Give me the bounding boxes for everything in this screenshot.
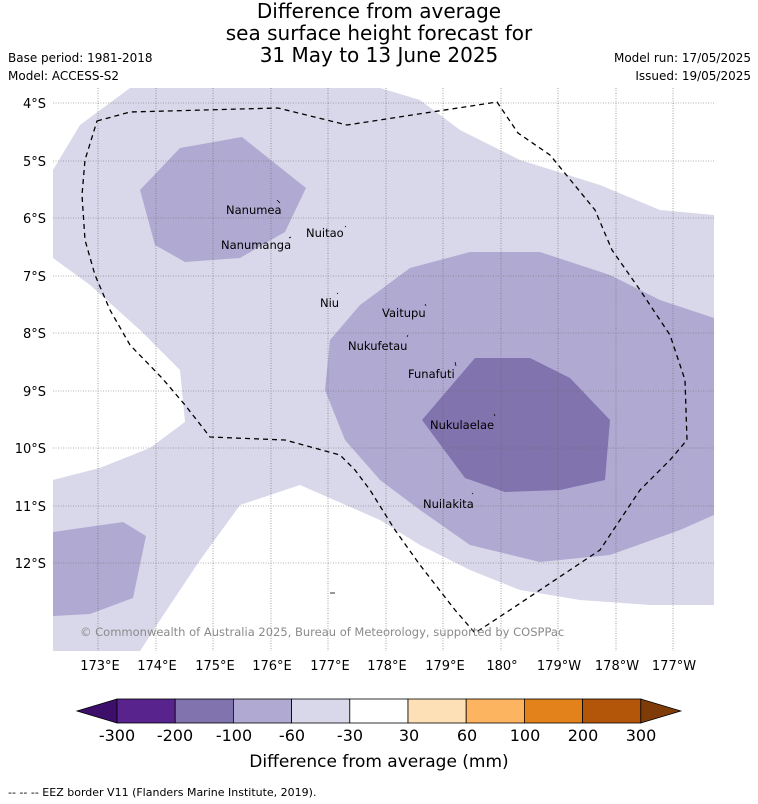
lon-label: 175°E (195, 659, 235, 674)
place-label-nanumanga: Nanumanga (221, 238, 291, 252)
title-line-3: 31 May to 13 June 2025 (259, 43, 499, 67)
model-run: Model run: 17/05/2025 (613, 51, 751, 65)
lat-label: 6°S (23, 212, 46, 227)
lat-label: 12°S (15, 557, 46, 572)
lat-label: 11°S (15, 500, 46, 515)
colorbar-extend-high (640, 698, 683, 724)
colorbar-tick: -300 (99, 726, 135, 745)
lon-label: 179°W (537, 659, 581, 674)
title-line-2: sea surface height forecast for (225, 21, 533, 45)
colorbar-tick: -100 (216, 726, 252, 745)
colorbar-tick: -60 (279, 726, 305, 745)
lon-label: 177°W (652, 659, 696, 674)
colorbar-swatch (349, 698, 409, 724)
band-medium-north (140, 137, 306, 262)
place-label-nuitao: Nuitao (306, 226, 344, 240)
lat-label: 5°S (23, 155, 46, 170)
colorbar-swatch (407, 698, 467, 724)
lon-label: 173°E (80, 659, 120, 674)
colorbar-swatch (465, 698, 525, 724)
copyright-notice: © Commonwealth of Australia 2025, Bureau… (80, 625, 564, 639)
colorbar-ticks: -300 -200 -100 -60 -30 30 60 100 200 300 (99, 726, 656, 745)
issued-date: Issued: 19/05/2025 (635, 69, 751, 83)
colorbar-swatches (75, 698, 683, 724)
place-label-nukulaelae: Nukulaelae (430, 418, 494, 432)
band-dark-central (422, 358, 610, 492)
map-title: Difference from average sea surface heig… (0, 0, 758, 66)
colorbar-swatch (291, 698, 351, 724)
island-markers (276, 199, 496, 594)
colorbar-swatch (582, 698, 642, 724)
colorbar: -300 -200 -100 -60 -30 30 60 100 200 300… (75, 698, 683, 772)
lat-label: 10°S (15, 442, 46, 457)
colorbar-tick: -30 (337, 726, 363, 745)
colorbar-swatch (116, 698, 176, 724)
title-line-1: Difference from average (256, 0, 502, 23)
lat-label: 9°S (23, 385, 46, 400)
meta-right: Model run: 17/05/2025 Issued: 19/05/2025 (614, 49, 751, 85)
colorbar-tick: 200 (568, 726, 599, 745)
colorbar-tick: 30 (399, 726, 419, 745)
lon-label: 178°W (595, 659, 639, 674)
colorbar-tick: 60 (457, 726, 477, 745)
lon-label: 180° (486, 659, 517, 674)
base-period: Base period: 1981-2018 (8, 51, 153, 65)
colorbar-label: Difference from average (mm) (249, 752, 508, 772)
lat-label: 4°S (23, 97, 46, 112)
place-label-nanumea: Nanumea (226, 203, 282, 217)
lat-label: 7°S (23, 270, 46, 285)
band-medium-southwest (53, 522, 146, 616)
lon-label: 178°E (367, 659, 407, 674)
lat-label: 8°S (23, 327, 46, 342)
place-label-nuilakita: Nuilakita (423, 497, 474, 511)
colorbar-tick: -200 (157, 726, 193, 745)
eez-legend-footnote: -- -- -- EEZ border V11 (Flanders Marine… (8, 786, 317, 799)
latitude-labels: 4°S 5°S 6°S 7°S 8°S 9°S 10°S 11°S 12°S (15, 97, 46, 572)
place-label-vaitupu: Vaitupu (382, 306, 426, 320)
meta-left: Base period: 1981-2018 Model: ACCESS-S2 (8, 49, 153, 85)
place-label-funafuti: Funafuti (408, 367, 455, 381)
colorbar-extend-low (75, 698, 118, 724)
colorbar-tick: 300 (626, 726, 657, 745)
place-label-niu: Niu (320, 296, 339, 310)
model-name: Model: ACCESS-S2 (8, 69, 120, 83)
colorbar-tick: 100 (510, 726, 541, 745)
place-label-nukufetau: Nukufetau (348, 339, 407, 353)
colorbar-swatch (524, 698, 584, 724)
colorbar-swatch (232, 698, 292, 724)
lon-label: 179°E (425, 659, 465, 674)
contour-fills (53, 88, 714, 651)
latitude-gridlines (53, 102, 714, 564)
lon-label: 177°E (310, 659, 350, 674)
lon-label: 174°E (137, 659, 177, 674)
longitude-labels: 173°E 174°E 175°E 176°E 177°E 178°E 179°… (80, 659, 696, 674)
eez-border (81, 101, 688, 634)
colorbar-swatch (174, 698, 234, 724)
lon-label: 176°E (252, 659, 292, 674)
island-labels: Nanumea Nanumanga Nuitao Niu Vaitupu Nuk… (221, 203, 494, 511)
